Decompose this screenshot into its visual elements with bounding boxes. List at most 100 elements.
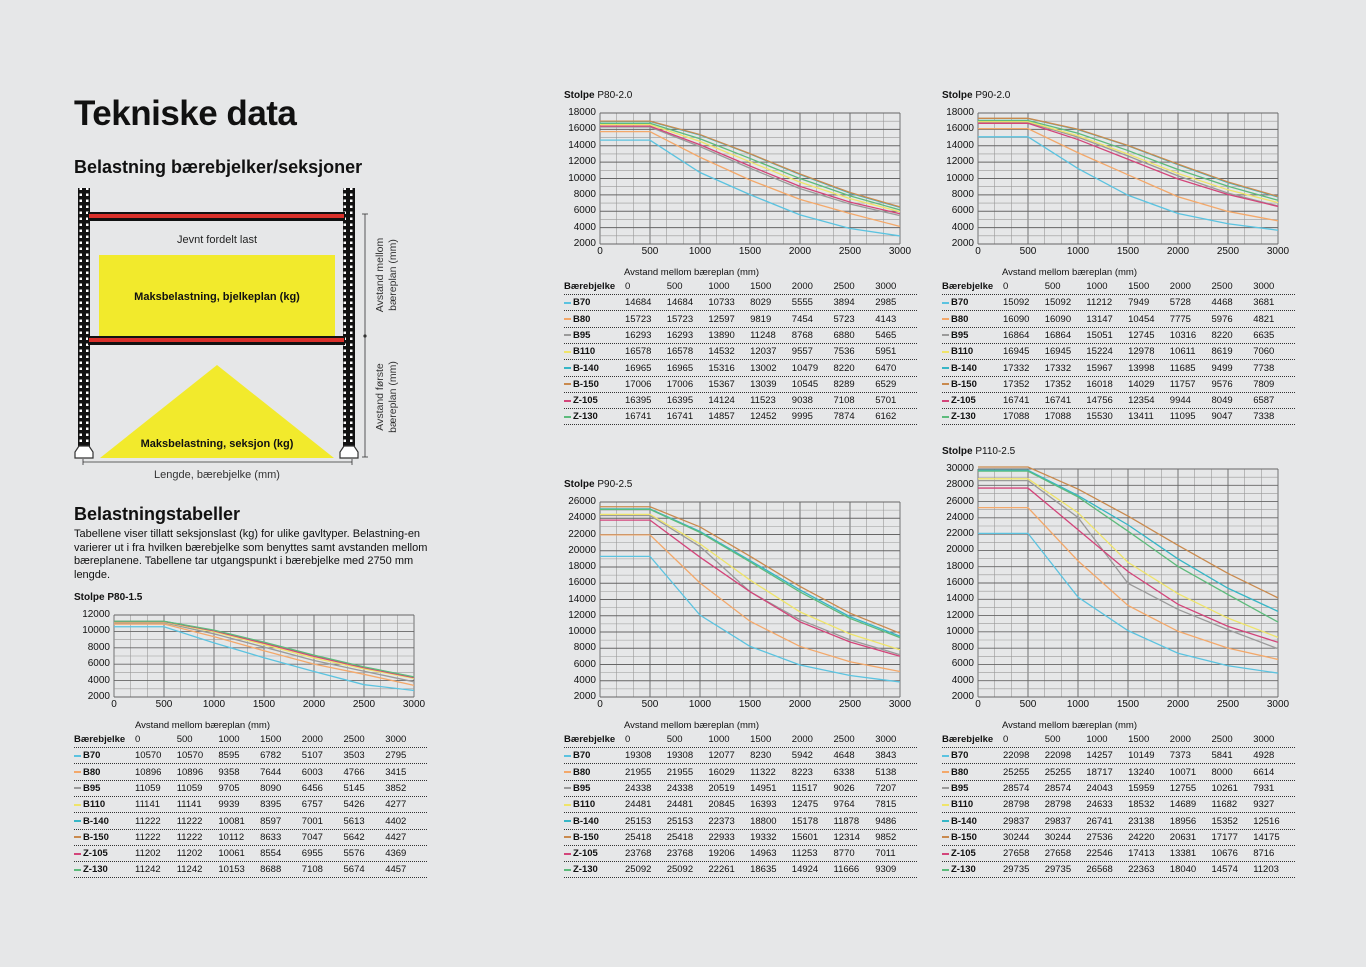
- table-cell: 22098: [1003, 750, 1030, 762]
- table-row-label: B70: [564, 297, 590, 308]
- table-cell: 11666: [833, 864, 860, 876]
- table-cell: 15051: [1086, 329, 1113, 341]
- table-column-header: 3000: [875, 734, 897, 745]
- table-row-label: Z-130: [564, 864, 598, 875]
- table-cell: 10081: [218, 815, 245, 827]
- dim-between-label-2: bæreplan (mm): [387, 239, 399, 311]
- table-cell: 10071: [1169, 766, 1197, 778]
- y-tick-label: 26000: [946, 495, 974, 507]
- table-cell: 16741: [1044, 395, 1072, 407]
- table-header-label: Bærebjelke: [942, 734, 994, 745]
- legend-swatch-Z-105: [942, 399, 949, 402]
- y-tick-label: 16000: [946, 123, 974, 135]
- table-cell: 9047: [1211, 411, 1233, 423]
- table-cell: 11222: [135, 815, 161, 827]
- beam-name: B-140: [573, 362, 599, 374]
- legend-swatch-B70: [564, 301, 571, 304]
- table-cell: 14963: [750, 848, 777, 860]
- table-row-divider: [74, 763, 428, 765]
- table-column-header: 2500: [833, 281, 855, 292]
- table-row-label: Z-130: [74, 864, 108, 875]
- y-tick-label: 10000: [568, 172, 596, 184]
- table-cell: 16741: [1003, 395, 1030, 407]
- table-column-header: 1500: [1128, 281, 1150, 292]
- y-tick-label: 8000: [951, 642, 974, 654]
- table-cell: 3681: [1253, 297, 1275, 309]
- x-tick-label: 0: [975, 699, 981, 710]
- x-axis-label: Avstand mellom bæreplan (mm): [135, 720, 270, 731]
- table-cell: 8688: [260, 864, 282, 876]
- x-tick-label: 2500: [838, 246, 862, 257]
- table-column-header: 2500: [1211, 281, 1233, 292]
- y-tick-label: 8000: [573, 188, 596, 200]
- table-cell: 25255: [1003, 766, 1030, 778]
- table-cell: 16393: [750, 799, 777, 811]
- x-tick-label: 1500: [252, 699, 276, 710]
- legend-swatch-B80: [942, 318, 949, 321]
- table-cell: 16578: [625, 346, 652, 358]
- table-cell: 16018: [1086, 378, 1113, 390]
- table-cell: 11242: [135, 864, 161, 876]
- table-column-header: 2000: [1169, 281, 1191, 292]
- series-line-B95: [114, 622, 415, 683]
- table-cell: 15601: [791, 831, 819, 843]
- table-row-divider: [942, 861, 1296, 863]
- beam-name: B80: [951, 313, 969, 325]
- table-row-label: B80: [942, 314, 968, 325]
- beam-name: B-140: [83, 815, 109, 827]
- table-row-label: B110: [942, 799, 973, 810]
- table-row-label: B-140: [564, 363, 599, 374]
- table-cell: 6338: [833, 766, 855, 778]
- table-row-divider: [74, 844, 428, 846]
- series-line-B-150: [978, 466, 1279, 599]
- y-tick-label: 4000: [951, 674, 974, 686]
- table-row-label: B95: [564, 330, 590, 341]
- table-row-divider: [564, 795, 918, 797]
- legend-swatch-B95: [942, 334, 949, 337]
- legend-swatch-Z-130: [942, 415, 949, 418]
- table-cell: 15316: [708, 362, 735, 374]
- table-column-header: 1500: [750, 281, 772, 292]
- table-cell: 15367: [708, 378, 735, 390]
- table-cell: 6635: [1253, 329, 1275, 341]
- table-cell: 10112: [218, 831, 245, 843]
- y-tick-label: 12000: [946, 156, 974, 168]
- table-cell: 9499: [1211, 362, 1233, 374]
- table-header-label: Bærebjelke: [74, 734, 126, 745]
- table-cell: 11253: [791, 848, 818, 860]
- beam-name: B110: [573, 346, 596, 358]
- beam-name: B70: [573, 750, 591, 762]
- table-cell: 8595: [218, 750, 240, 762]
- table-column-header: 2500: [343, 734, 365, 745]
- table-cell: 17006: [625, 378, 652, 390]
- table-cell: 7644: [260, 766, 282, 778]
- table-row-divider: [564, 763, 918, 765]
- table-cell: 9327: [1253, 799, 1275, 811]
- table-cell: 22373: [708, 815, 735, 827]
- table-cell: 12745: [1128, 329, 1155, 341]
- table-cell: 12516: [1253, 815, 1280, 827]
- beam-name: B-140: [951, 815, 977, 827]
- table-cell: 16029: [708, 766, 735, 778]
- table-cell: 6162: [875, 411, 897, 423]
- y-tick-label: 4000: [573, 221, 596, 233]
- table-cell: 17352: [1044, 378, 1072, 390]
- legend-swatch-Z-130: [564, 415, 571, 418]
- table-cell: 8220: [833, 362, 855, 374]
- chart-title-prefix: Stolpe: [942, 446, 973, 457]
- table-cell: 25153: [666, 815, 694, 827]
- table-row-divider: [74, 861, 428, 863]
- table-cell: 6587: [1253, 395, 1275, 407]
- rack-load-diagram: Jevnt fordelt last Maksbelastning, bjelk…: [74, 188, 399, 481]
- beam-name: B110: [951, 346, 974, 358]
- series-line-B-150: [978, 117, 1279, 198]
- table-row-divider: [564, 326, 918, 328]
- x-tick-label: 2000: [1166, 699, 1190, 710]
- table-cell: 23768: [625, 848, 652, 860]
- x-tick-label: 1500: [738, 699, 762, 710]
- table-row-divider: [74, 812, 428, 814]
- table-row-divider: [74, 828, 428, 830]
- table-cell: 19308: [625, 750, 652, 762]
- table-row-label: B-150: [564, 832, 599, 843]
- table-cell: 10316: [1169, 329, 1197, 341]
